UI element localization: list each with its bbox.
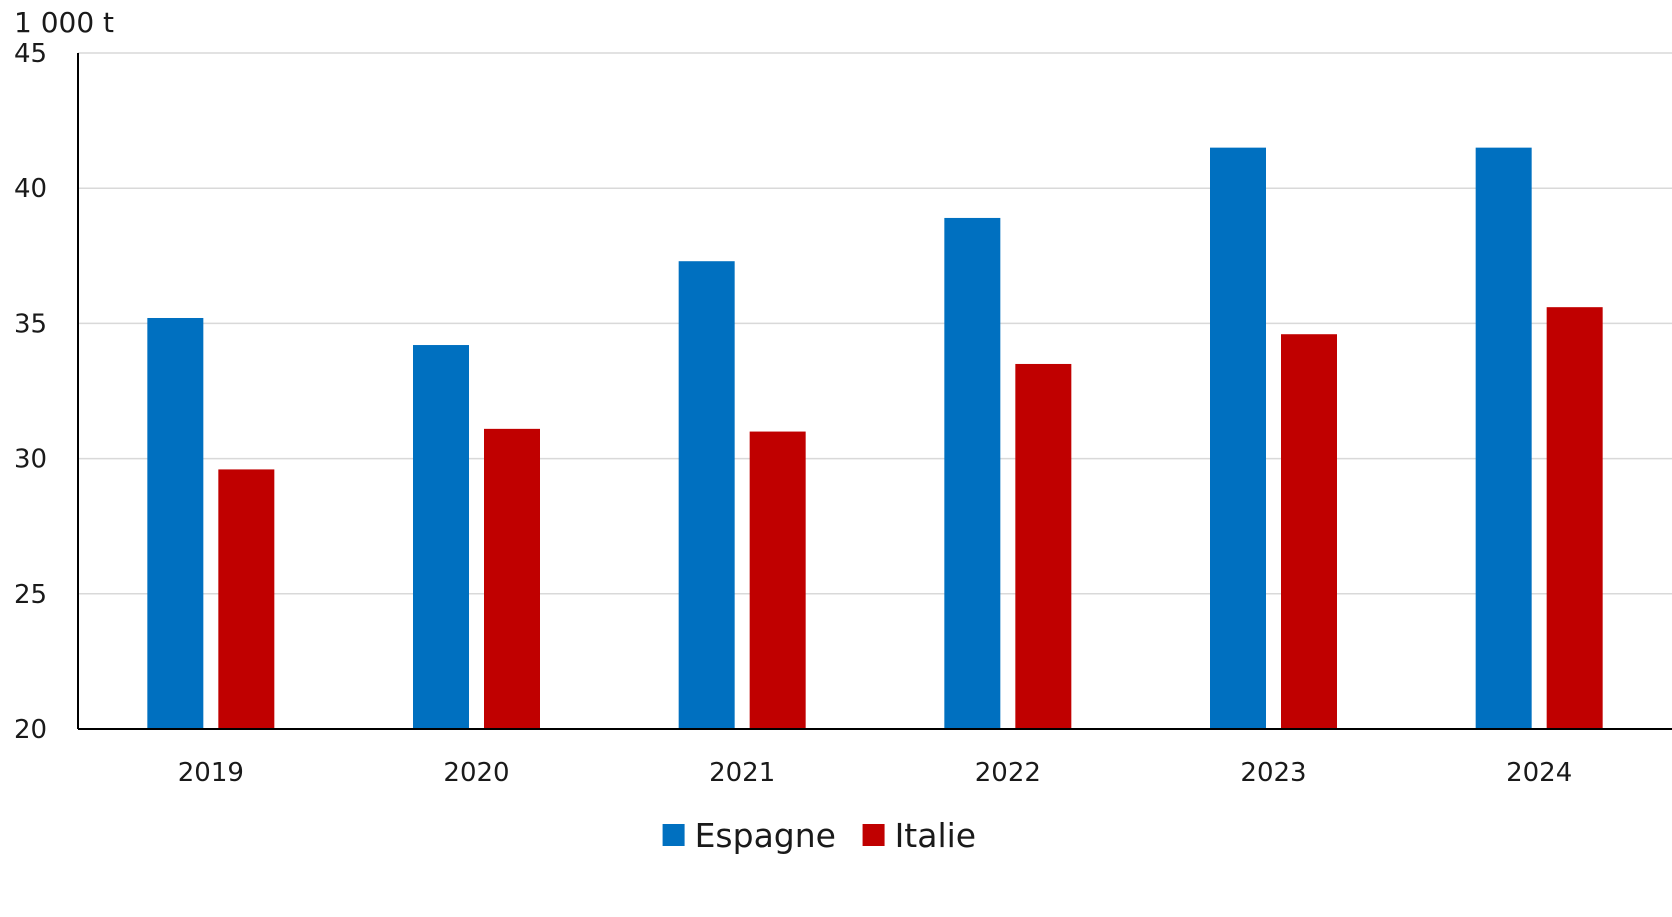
x-tick-label: 2021 [709,758,775,788]
bar-espagne-2024 [1475,147,1532,729]
bar-italie-2021 [749,431,806,729]
bar-espagne-2020 [413,345,469,729]
y-tick-label: 30 [14,445,47,475]
tick-labels: 20 25 30 35 40 45 2019 2020 2021 2022 2023 2024 [14,39,1572,788]
bar-espagne-2021 [678,261,735,729]
bar-espagne-2019 [147,317,204,729]
bar-italie-2023 [1281,334,1337,729]
legend-swatch-espagne [662,824,685,846]
x-tick-label: 2020 [443,758,509,788]
legend-item-espagne: Espagne [662,816,836,855]
bar-italie-2019 [218,469,275,729]
bar-italie-2020 [484,428,540,729]
y-tick-label: 20 [14,715,47,745]
legend-item-italie: Italie [862,816,977,855]
axes [77,53,1672,730]
bar-espagne-2023 [1210,147,1266,729]
x-tick-label: 2019 [178,758,244,788]
bar-italie-2024 [1546,307,1603,729]
legend-label: Italie [895,816,977,855]
bar-espagne-2022 [944,217,1001,729]
y-axis-unit-label: 1 000 t [14,6,114,39]
legend: Espagne Italie [662,816,977,855]
y-tick-label: 25 [14,580,47,610]
x-tick-label: 2023 [1240,758,1306,788]
y-tick-label: 35 [14,309,47,339]
x-tick-label: 2022 [975,758,1041,788]
bars [147,147,1603,729]
bar-italie-2022 [1015,363,1072,729]
y-tick-label: 40 [14,174,47,204]
y-tick-label: 45 [14,39,47,69]
x-tick-label: 2024 [1506,758,1572,788]
legend-swatch-italie [862,824,885,846]
legend-label: Espagne [695,816,836,855]
gridlines [78,52,1672,595]
